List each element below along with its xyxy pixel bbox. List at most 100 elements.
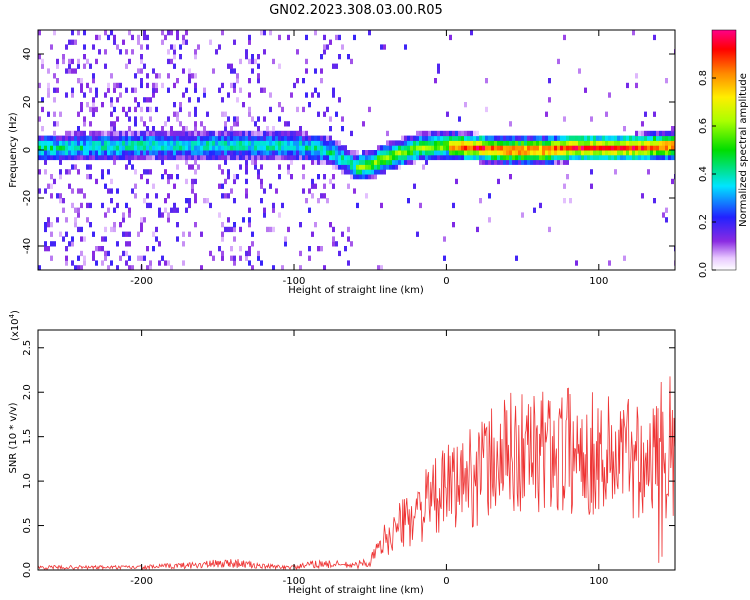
heatmap-cell <box>239 246 242 252</box>
heatmap-cell <box>482 159 485 165</box>
heatmap-cell <box>98 135 101 141</box>
heatmap-cell <box>311 92 314 98</box>
heatmap-cell <box>47 82 50 89</box>
heatmap-cell <box>95 92 98 98</box>
heatmap-cell <box>380 202 383 209</box>
heatmap-cell <box>173 202 176 209</box>
heatmap-cell <box>137 150 140 156</box>
heatmap-cell <box>554 159 557 165</box>
heatmap-cell <box>65 92 68 98</box>
heatmap-cell <box>278 140 281 146</box>
heatmap-cell <box>644 111 647 117</box>
heatmap-cell <box>239 164 242 170</box>
heatmap-cell <box>227 92 230 98</box>
heatmap-cell <box>221 140 224 146</box>
heatmap-cell <box>242 135 245 141</box>
heatmap-cell <box>194 111 197 117</box>
heatmap-cell <box>341 116 344 122</box>
heatmap-cell <box>185 178 188 185</box>
heatmap-cell <box>155 226 158 233</box>
heatmap-cell <box>365 150 368 156</box>
heatmap-cell <box>71 145 74 151</box>
heatmap-cell <box>173 150 176 156</box>
heatmap-cell <box>260 198 263 204</box>
heatmap-cell <box>110 150 113 156</box>
heatmap-cell <box>77 265 80 270</box>
heatmap-cell <box>602 145 605 151</box>
heatmap-cell <box>248 58 251 65</box>
heatmap-cell <box>566 154 569 161</box>
heatmap-cell <box>347 169 350 175</box>
heatmap-cell <box>164 260 167 266</box>
heatmap-cell <box>359 154 362 161</box>
colorbar-gradient <box>711 29 737 271</box>
heatmap-cell <box>389 150 392 156</box>
heatmap-cell <box>173 135 176 141</box>
heatmap-cell <box>59 198 62 204</box>
heatmap-cell <box>494 140 497 146</box>
heatmap-cell <box>515 135 518 141</box>
heatmap-cell <box>200 145 203 151</box>
heatmap-cell <box>38 135 41 141</box>
heatmap-cell <box>104 30 107 36</box>
heatmap-cell <box>86 135 89 141</box>
heatmap-cell <box>122 140 125 146</box>
heatmap-cell <box>182 130 185 137</box>
heatmap-cell <box>506 140 509 146</box>
heatmap-cell <box>485 154 488 161</box>
heatmap-cell <box>398 145 401 151</box>
heatmap-cell <box>353 159 356 165</box>
heatmap-cell <box>497 159 500 165</box>
heatmap-cell <box>113 34 116 41</box>
heatmap-cell <box>455 150 458 156</box>
heatmap-cell <box>596 154 599 161</box>
heatmap-cell <box>167 150 170 156</box>
heatmap-cell <box>284 241 287 247</box>
heatmap-cell <box>41 140 44 146</box>
heatmap-cell <box>140 255 143 261</box>
heatmap-cell <box>287 135 290 141</box>
heatmap-cell <box>95 34 98 41</box>
heatmap-cell <box>233 87 236 93</box>
heatmap-cell <box>377 145 380 151</box>
heatmap-cell <box>587 150 590 156</box>
heatmap-cell <box>659 150 662 156</box>
heatmap-cell <box>197 130 200 137</box>
heatmap-cell <box>404 150 407 156</box>
heatmap-cell <box>488 217 491 223</box>
heatmap-cell <box>575 260 578 266</box>
heatmap-cell <box>521 159 524 165</box>
heatmap-cell <box>131 87 134 93</box>
heatmap-cell <box>329 140 332 146</box>
x-tick-label: 100 <box>589 576 608 587</box>
heatmap-cell <box>602 135 605 141</box>
heatmap-cell <box>56 140 59 146</box>
heatmap-cell <box>164 169 167 175</box>
heatmap-cell <box>65 255 68 261</box>
heatmap-cell <box>323 44 326 50</box>
heatmap-cell <box>650 135 653 141</box>
heatmap-cell <box>71 164 74 170</box>
heatmap-cell <box>77 126 80 132</box>
heatmap-cell <box>278 212 281 218</box>
heatmap-cell <box>512 135 515 141</box>
heatmap-cell <box>89 202 92 209</box>
heatmap-cell <box>659 154 662 161</box>
heatmap-cell <box>548 97 551 103</box>
heatmap-cell <box>257 116 260 122</box>
heatmap-cell <box>68 241 71 247</box>
heatmap-cell <box>566 159 569 165</box>
heatmap-cell <box>170 30 173 36</box>
heatmap-cell <box>443 154 446 161</box>
heatmap-cell <box>230 68 233 74</box>
heatmap-cell <box>566 150 569 156</box>
heatmap-cell <box>113 126 116 132</box>
heatmap-cell <box>380 44 383 50</box>
heatmap-cell <box>656 150 659 156</box>
heatmap-cell <box>428 150 431 156</box>
heatmap-cell <box>194 135 197 141</box>
heatmap-cell <box>170 150 173 156</box>
heatmap-cell <box>452 135 455 141</box>
heatmap-cell <box>92 73 95 79</box>
heatmap-cell <box>95 130 98 137</box>
